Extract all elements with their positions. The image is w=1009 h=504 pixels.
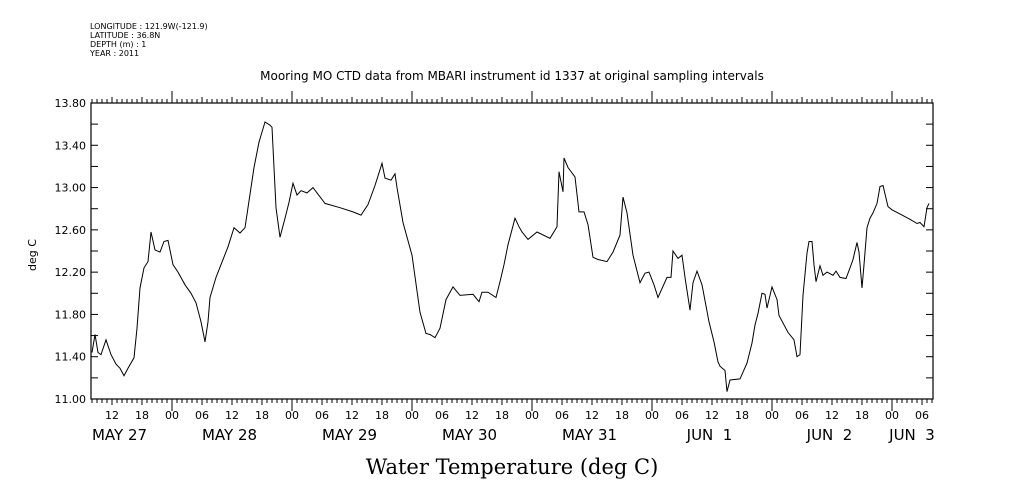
x-hour-label: 00 — [765, 409, 779, 422]
x-day-label: JUN 2 — [806, 426, 853, 444]
x-hour-label: 06 — [435, 409, 449, 422]
y-tick-label: 13.80 — [55, 97, 87, 110]
y-axis-label: deg C — [26, 239, 39, 271]
x-hour-label: 00 — [405, 409, 419, 422]
x-hour-label: 00 — [285, 409, 299, 422]
x-hour-label: 12 — [105, 409, 119, 422]
chart-title: Mooring MO CTD data from MBARI instrumen… — [260, 69, 764, 83]
x-hour-label: 06 — [795, 409, 809, 422]
y-tick-label: 13.00 — [55, 182, 87, 195]
x-hour-label: 12 — [465, 409, 479, 422]
year-label: YEAR : 2011 — [89, 49, 139, 58]
series-line-water-temperature — [91, 121, 930, 392]
x-hour-label: 00 — [885, 409, 899, 422]
x-hour-label: 18 — [135, 409, 149, 422]
x-day-label: MAY 27 — [92, 426, 147, 444]
x-hour-label: 18 — [375, 409, 389, 422]
x-axis-title: Water Temperature (deg C) — [366, 455, 659, 479]
x-hour-label: 18 — [855, 409, 869, 422]
x-day-label: JUN 1 — [686, 426, 733, 444]
x-hour-label: 18 — [735, 409, 749, 422]
x-hour-label: 18 — [255, 409, 269, 422]
depth-label: DEPTH (m) : 1 — [90, 40, 146, 49]
y-tick-label: 13.40 — [55, 139, 87, 152]
y-tick-label: 12.20 — [55, 266, 87, 279]
x-hour-label: 06 — [195, 409, 209, 422]
x-hour-label: 06 — [915, 409, 929, 422]
x-hour-label: 06 — [315, 409, 329, 422]
x-day-label: MAY 31 — [562, 426, 617, 444]
x-hour-label: 12 — [345, 409, 359, 422]
x-day-label: MAY 30 — [442, 426, 497, 444]
y-tick-label: 11.40 — [55, 351, 87, 364]
latitude-label: LATITUDE : 36.8N — [90, 31, 160, 40]
x-hour-label: 18 — [495, 409, 509, 422]
y-tick-label: 12.60 — [55, 224, 87, 237]
x-hour-label: 00 — [645, 409, 659, 422]
x-hour-label: 00 — [165, 409, 179, 422]
x-hour-label: 12 — [225, 409, 239, 422]
x-hour-label: 12 — [585, 409, 599, 422]
x-hour-label: 06 — [675, 409, 689, 422]
x-hour-label: 12 — [825, 409, 839, 422]
longitude-label: LONGITUDE : 121.9W(-121.9) — [90, 22, 208, 31]
x-hour-label: 06 — [555, 409, 569, 422]
y-tick-label: 11.00 — [55, 393, 87, 406]
x-hour-label: 12 — [705, 409, 719, 422]
x-day-label: JUN 3 — [888, 426, 935, 444]
y-tick-label: 11.80 — [55, 308, 87, 321]
x-day-label: MAY 29 — [322, 426, 377, 444]
x-day-label: MAY 28 — [202, 426, 257, 444]
plot-frame — [90, 102, 934, 400]
x-hour-label: 00 — [525, 409, 539, 422]
x-hour-label: 18 — [615, 409, 629, 422]
